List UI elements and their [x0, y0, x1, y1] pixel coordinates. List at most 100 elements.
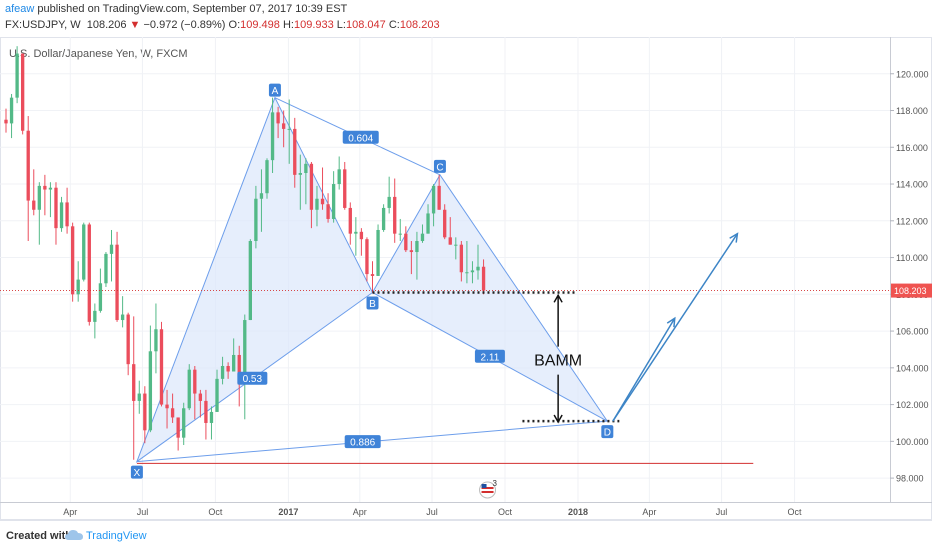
x-tick-label: Jul — [137, 507, 149, 517]
candle-body — [309, 163, 314, 210]
candle-body — [259, 193, 264, 199]
projection-arrow — [612, 317, 676, 422]
candle-body — [32, 200, 36, 210]
point-d-label: D — [601, 425, 614, 439]
close-label: C: — [388, 19, 400, 31]
candle-body — [393, 196, 397, 234]
ratio-label-xb-text: 0.53 — [243, 374, 263, 385]
candle-body — [15, 53, 19, 98]
x-tick-label: Oct — [788, 507, 803, 517]
candle-body — [404, 233, 408, 251]
chart-title: U.S. Dollar/Japanese Yen, W, FXCM — [9, 48, 188, 60]
candle-body — [204, 400, 208, 423]
candle-body — [320, 198, 325, 205]
y-tick-label: 112.000 — [896, 216, 928, 226]
point-a-label-bg — [268, 83, 281, 97]
y-tick-label: 118.000 — [896, 106, 928, 116]
last-price: 108.206 — [86, 19, 127, 31]
candle-body — [70, 226, 75, 295]
candle-body — [226, 365, 230, 372]
candle-body — [120, 314, 125, 321]
candle-body — [37, 185, 41, 210]
candle-body — [98, 283, 103, 311]
open-label: O: — [228, 19, 241, 31]
ratio-label-xb-bg — [237, 371, 268, 385]
candle-body — [198, 393, 203, 401]
candle-body — [343, 169, 347, 208]
candle-body — [182, 408, 186, 438]
candle-body — [381, 207, 386, 230]
footer: Created with TradingView — [0, 520, 932, 551]
candle-body — [209, 411, 214, 423]
ratio-label-ac: 0.604 — [342, 130, 379, 144]
tradingview-cloud-icon — [65, 530, 83, 540]
chart-area[interactable]: U.S. Dollar/Japanese Yen, W, FXCM 98.000… — [0, 37, 932, 520]
candle-body — [443, 209, 447, 238]
candles — [4, 46, 486, 460]
candle-body — [26, 130, 30, 201]
point-b-label-text: B — [369, 299, 376, 310]
projection-arrow — [612, 233, 739, 422]
created-with-text: Created with — [6, 530, 73, 542]
candle-body — [176, 417, 180, 438]
us-flag-icon — [479, 481, 497, 499]
candle-body — [470, 270, 475, 273]
pattern-labels[interactable]: X A B C D 0.604 0.53 2.11 0.886 — [130, 83, 614, 479]
projection-arrow-head — [729, 232, 739, 243]
flag-stripe — [481, 491, 494, 493]
x-tick-label: Oct — [498, 507, 513, 517]
ratio-label-xd: 0.886 — [344, 435, 381, 449]
ratio-label-bd: 2.11 — [474, 349, 505, 363]
y-tick-label: 114.000 — [896, 180, 928, 190]
candle-body — [237, 354, 241, 385]
tradingview-brand[interactable]: TradingView — [86, 530, 147, 542]
symbol-label: FX:USDJPY, W — [5, 19, 81, 31]
ratio-label-bd-bg — [474, 349, 505, 363]
candle-body — [232, 354, 236, 372]
ratio-label-xd-bg — [344, 435, 381, 449]
point-a-label-text: A — [272, 86, 279, 97]
candle-body — [137, 393, 141, 401]
candle-body — [104, 253, 108, 284]
projection-arrow-head — [666, 316, 676, 328]
point-d-label-bg — [601, 425, 614, 439]
ratio-label-ac-text: 0.604 — [348, 133, 373, 144]
bamm-arrow-up-head — [553, 293, 563, 303]
high-value: 109.933 — [293, 19, 334, 31]
x-tick-label: Oct — [208, 507, 223, 517]
last-price-tag-bg — [891, 283, 932, 298]
candle-body — [315, 198, 319, 210]
change-value: −0.972 (−0.89%) — [143, 19, 226, 31]
candle-body — [87, 224, 91, 322]
candle-body — [20, 53, 25, 131]
candle-body — [265, 160, 269, 194]
candle-body — [476, 266, 480, 271]
candle-body — [115, 244, 119, 321]
publish-info: afeaw published on TradingView.com, Sept… — [5, 3, 347, 15]
point-b-label-bg — [366, 296, 379, 310]
candle-body — [65, 202, 69, 227]
candle-body — [93, 310, 97, 322]
x-tick-label: Apr — [63, 507, 77, 517]
flag-canton — [481, 484, 487, 488]
open-value: 109.498 — [240, 19, 280, 31]
author-link[interactable]: afeaw — [5, 3, 35, 15]
low-label: L: — [336, 19, 346, 31]
point-a-label: A — [268, 83, 281, 97]
bamm-arrow-down-head — [553, 414, 563, 424]
candle-body — [220, 365, 225, 379]
x-tick-label: 2017 — [278, 507, 298, 517]
candle-body — [376, 229, 380, 276]
annotations[interactable]: BAMM 3 — [0, 232, 890, 499]
ratio-label-xb: 0.53 — [237, 371, 268, 385]
candle-body — [431, 185, 436, 214]
y-tick-label: 98.000 — [896, 474, 924, 484]
point-x-label: X — [130, 465, 143, 479]
low-value: 108.047 — [345, 19, 386, 31]
candle-body — [165, 404, 169, 409]
chart-svg[interactable]: U.S. Dollar/Japanese Yen, W, FXCM 98.000… — [0, 37, 932, 520]
candle-body — [109, 244, 114, 254]
candle-body — [415, 241, 419, 253]
time-axis: Apr Jul Oct 2017 Apr Jul Oct 2018 Apr Jul Oct — [63, 507, 802, 517]
bamm-label: BAMM — [534, 353, 582, 370]
